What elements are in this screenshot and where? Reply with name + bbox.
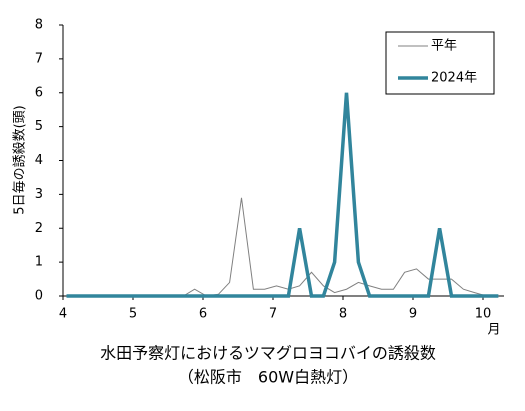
x-tick-label: 6 [199, 307, 207, 322]
y-tick-label: 0 [35, 289, 43, 304]
chart-title: 水田予察灯におけるツマグロヨコバイの誘殺数 [100, 344, 436, 363]
y-axis-label: 5日毎の誘殺数(頭) [12, 105, 28, 214]
y-tick-label: 5 [35, 119, 43, 134]
x-tick-label: 10 [475, 307, 492, 322]
legend-label: 2024年 [431, 71, 477, 86]
legend-label: 平年 [431, 39, 457, 54]
x-tick-label: 9 [409, 307, 417, 322]
y-tick-label: 1 [35, 255, 43, 270]
series-line [66, 197, 499, 297]
x-unit: 月 [487, 323, 500, 338]
y-tick-label: 8 [35, 18, 43, 33]
x-tick-label: 7 [269, 307, 277, 322]
legend-box [385, 31, 495, 95]
y-tick-label: 7 [35, 51, 43, 66]
series-line [66, 92, 499, 298]
y-tick-label: 6 [35, 85, 43, 100]
x-tick-label: 4 [59, 307, 67, 322]
y-tick-label: 4 [35, 153, 43, 168]
x-tick-label: 5 [129, 307, 137, 322]
y-tick-label: 2 [35, 221, 43, 236]
x-tick-label: 8 [339, 307, 347, 322]
y-tick-label: 3 [35, 187, 43, 202]
chart-subtitle: （松阪市 60W白熱灯） [178, 368, 358, 387]
